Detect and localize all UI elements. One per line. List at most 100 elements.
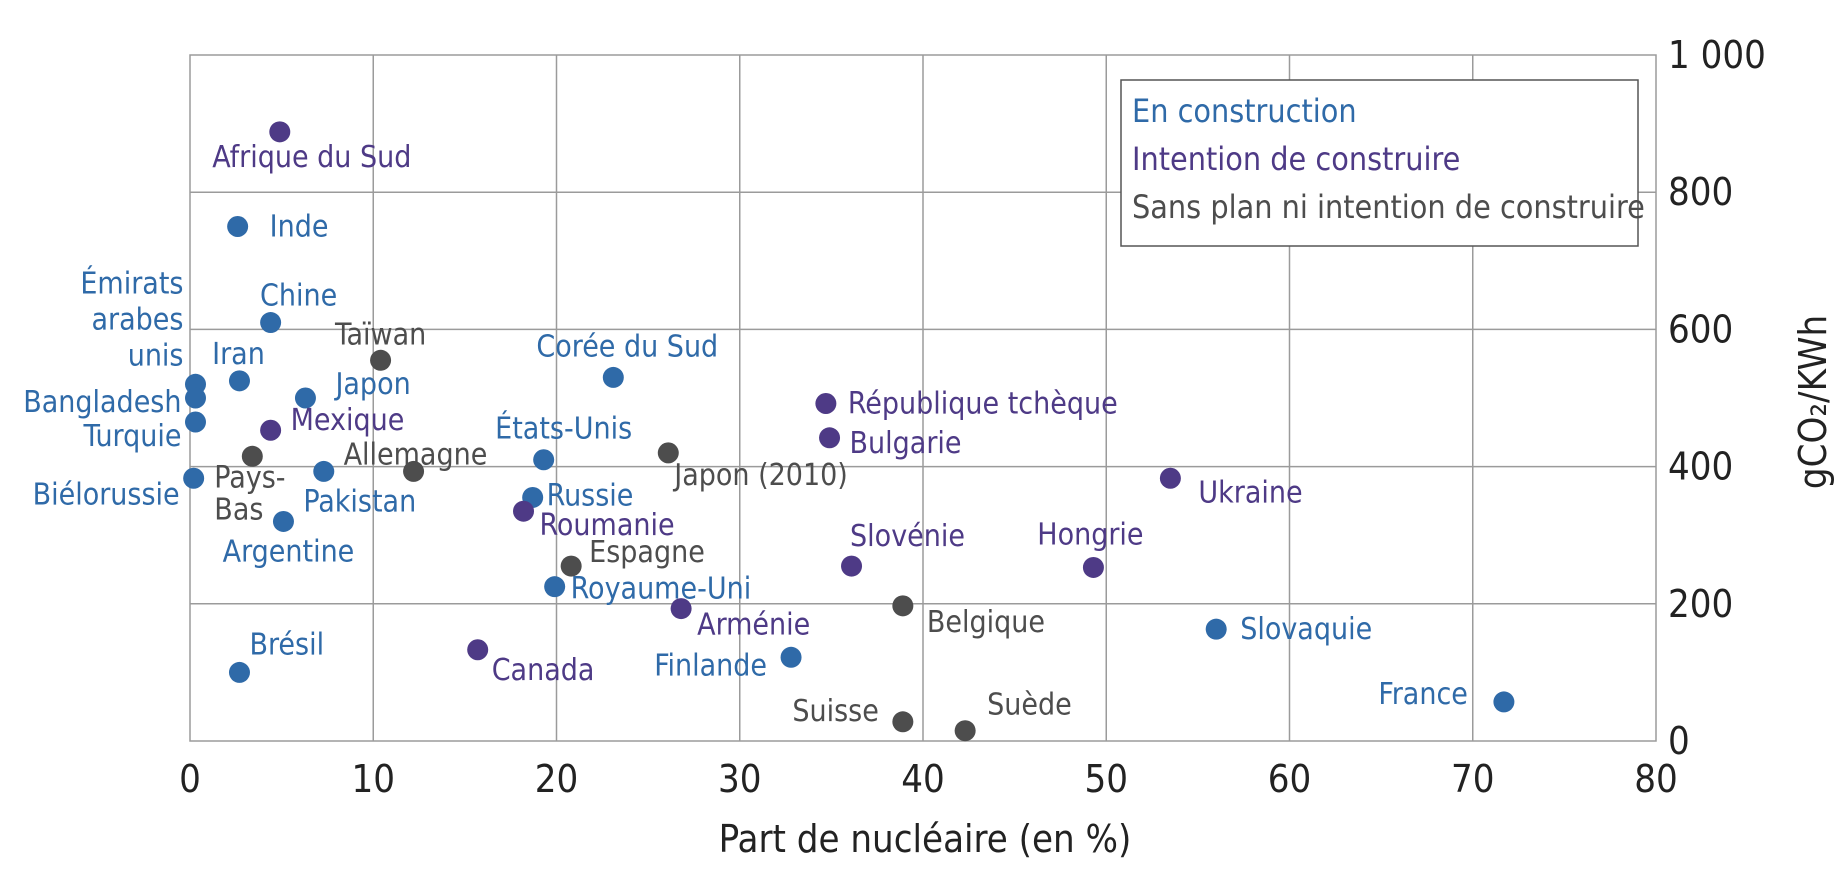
- label-iran: Iran: [212, 337, 265, 372]
- point-etats-unis: [533, 449, 555, 471]
- point-mexique: [260, 419, 282, 441]
- label-mexique: Mexique: [291, 403, 405, 438]
- y-tick-label: 400: [1668, 445, 1733, 489]
- point-inde: [227, 216, 249, 237]
- point-argentine: [272, 510, 294, 532]
- label-russie: Russie: [547, 478, 634, 513]
- grid: [189, 54, 1657, 742]
- label-emirats-arabes-unis: Émirats: [80, 265, 183, 301]
- point-ukraine: [1159, 467, 1181, 489]
- label-pays-bas: Bas: [214, 492, 263, 527]
- point-bangladesh: [184, 387, 206, 409]
- x-tick-label: 0: [179, 757, 201, 801]
- point-hongrie: [1082, 556, 1104, 578]
- x-axis-ticks: 0 10 20 30 40 50 60 70 80: [179, 757, 1678, 801]
- label-hongrie: Hongrie: [1037, 517, 1143, 552]
- x-tick-label: 60: [1268, 757, 1312, 801]
- label-roumanie: Roumanie: [540, 508, 675, 543]
- label-argentine: Argentine: [223, 534, 355, 569]
- label-pays-bas: Pays-: [214, 460, 285, 495]
- point-belgique: [892, 595, 914, 617]
- point-canada: [467, 639, 489, 661]
- label-pakistan: Pakistan: [303, 484, 416, 519]
- x-tick-label: 20: [535, 757, 579, 801]
- y-axis-ticks: 0 200 400 600 800 1 000: [1668, 33, 1766, 763]
- point-suede: [954, 720, 976, 742]
- data-points: [183, 121, 1515, 742]
- point-espagne: [560, 555, 582, 577]
- legend-entry-intention: Intention de construire: [1132, 140, 1460, 178]
- point-iran: [228, 370, 250, 392]
- point-bielorussie: [183, 467, 205, 489]
- point-afrique-du-sud: [269, 121, 291, 143]
- y-tick-label: 600: [1668, 307, 1733, 351]
- point-armenie: [670, 598, 692, 620]
- label-bulgarie: Bulgarie: [850, 426, 962, 461]
- y-axis-title: gCO₂/KWh: [1791, 315, 1835, 489]
- label-slovaquie: Slovaquie: [1240, 612, 1372, 647]
- label-espagne: Espagne: [589, 535, 705, 570]
- label-ukraine: Ukraine: [1198, 475, 1302, 510]
- legend-entry-none: Sans plan ni intention de construire: [1132, 188, 1645, 226]
- legend-entry-construction: En construction: [1132, 92, 1357, 130]
- label-finlande: Finlande: [654, 648, 767, 683]
- y-tick-label: 800: [1668, 170, 1733, 214]
- point-taiwan: [370, 349, 392, 371]
- label-slovenie: Slovénie: [850, 519, 965, 554]
- label-republique-tcheque: République tchèque: [848, 386, 1118, 421]
- label-japon-2010: Japon (2010): [672, 458, 848, 493]
- point-japon-2010: [657, 442, 679, 464]
- label-chine: Chine: [260, 279, 337, 314]
- x-tick-label: 70: [1451, 757, 1495, 801]
- label-etats-unis: États-Unis: [495, 411, 632, 447]
- legend-box: [1120, 79, 1639, 247]
- label-emirats-arabes-unis: arabes: [92, 302, 184, 337]
- label-bielorussie: Biélorussie: [33, 477, 180, 512]
- point-pakistan: [313, 460, 335, 482]
- label-suisse: Suisse: [792, 694, 878, 729]
- point-slovaquie: [1205, 618, 1227, 640]
- label-allemagne: Allemagne: [344, 437, 488, 472]
- x-axis-title: Part de nucléaire (en %): [719, 817, 1132, 861]
- x-tick-label: 10: [352, 757, 396, 801]
- label-france: France: [1378, 677, 1468, 712]
- label-coree-du-sud: Corée du Sud: [536, 329, 718, 364]
- point-chine: [260, 312, 282, 334]
- point-suisse: [892, 711, 914, 733]
- point-bulgarie: [819, 427, 841, 449]
- x-tick-label: 80: [1634, 757, 1678, 801]
- point-allemagne: [403, 460, 425, 482]
- point-slovenie: [841, 555, 863, 577]
- point-finlande: [780, 646, 802, 668]
- point-france: [1493, 691, 1515, 713]
- label-belgique: Belgique: [927, 605, 1045, 640]
- point-bresil: [228, 661, 250, 683]
- point-turquie: [184, 411, 206, 433]
- point-japon: [294, 387, 316, 409]
- y-tick-label: 0: [1668, 719, 1690, 763]
- label-royaume-uni: Royaume-Uni: [571, 572, 752, 607]
- label-emirats-arabes-unis: unis: [128, 338, 184, 373]
- label-turquie: Turquie: [83, 419, 182, 454]
- y-tick-label: 1 000: [1668, 33, 1766, 77]
- label-inde: Inde: [270, 210, 329, 245]
- x-tick-label: 50: [1085, 757, 1129, 801]
- y-tick-label: 200: [1668, 582, 1733, 626]
- label-japon: Japon: [333, 367, 410, 402]
- point-roumanie: [513, 500, 535, 522]
- label-bresil: Brésil: [249, 627, 324, 662]
- point-coree-du-sud: [602, 366, 624, 388]
- label-suede: Suède: [987, 688, 1072, 723]
- label-bangladesh: Bangladesh: [23, 385, 181, 420]
- label-afrique-du-sud: Afrique du Sud: [212, 140, 411, 175]
- legend: En construction Intention de construire …: [1120, 79, 1645, 247]
- label-canada: Canada: [492, 653, 595, 688]
- x-tick-label: 30: [718, 757, 762, 801]
- point-pays-bas: [241, 445, 263, 467]
- label-armenie: Arménie: [697, 608, 810, 643]
- point-royaume-uni: [544, 576, 566, 598]
- point-republique-tcheque: [815, 392, 837, 414]
- x-tick-label: 40: [901, 757, 945, 801]
